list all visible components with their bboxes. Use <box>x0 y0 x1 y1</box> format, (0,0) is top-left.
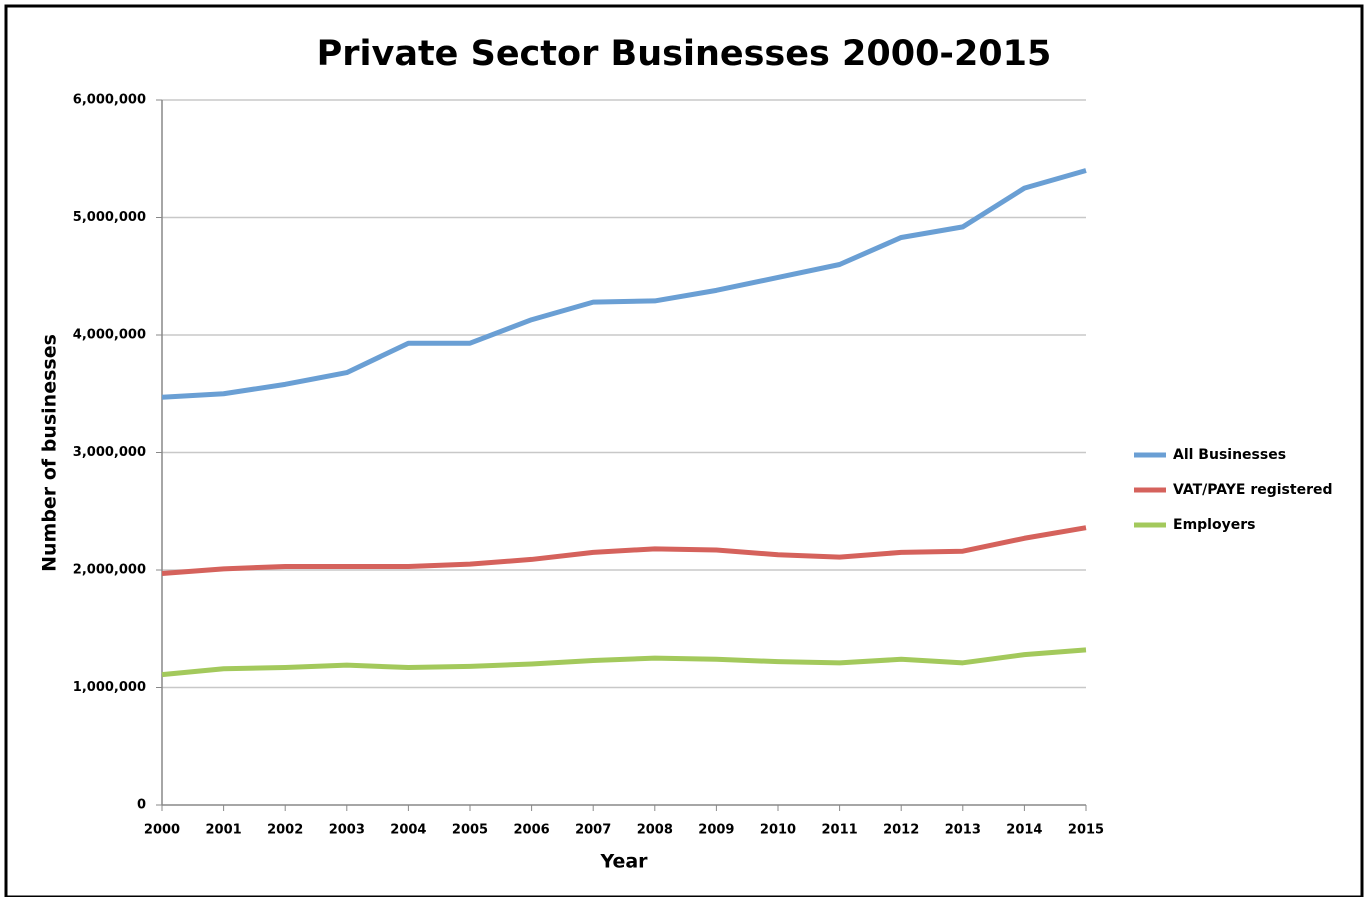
y-tick-label: 2,000,000 <box>73 563 146 578</box>
x-tick-label: 2015 <box>1068 823 1104 838</box>
legend-label: All Businesses <box>1173 447 1286 463</box>
x-tick-label: 2000 <box>144 823 180 838</box>
legend-label: Employers <box>1173 517 1255 533</box>
x-tick-label: 2010 <box>760 823 796 838</box>
x-tick-label: 2001 <box>206 823 242 838</box>
y-tick-label: 4,000,000 <box>73 328 146 343</box>
y-tick-label: 6,000,000 <box>73 93 146 108</box>
x-axis-title: Year <box>599 851 648 873</box>
x-tick-label: 2005 <box>452 823 488 838</box>
x-tick-label: 2006 <box>514 823 550 838</box>
y-tick-label: 1,000,000 <box>73 680 146 695</box>
x-tick-label: 2014 <box>1006 823 1042 838</box>
y-tick-label: 5,000,000 <box>73 210 146 225</box>
x-tick-label: 2012 <box>883 823 919 838</box>
y-axis-title: Number of businesses <box>39 334 61 572</box>
chart-title: Private Sector Businesses 2000-2015 <box>317 34 1052 74</box>
x-tick-label: 2013 <box>945 823 981 838</box>
x-tick-label: 2007 <box>575 823 611 838</box>
frame <box>4 4 1364 897</box>
x-tick-label: 2002 <box>267 823 303 838</box>
x-tick-label: 2003 <box>329 823 365 838</box>
legend-label: VAT/PAYE registered <box>1173 482 1333 498</box>
y-tick-label: 0 <box>137 798 146 813</box>
y-tick-label: 3,000,000 <box>73 445 146 460</box>
series-line <box>161 168 1087 400</box>
x-tick-label: 2004 <box>390 823 426 838</box>
series-line <box>161 525 1087 577</box>
x-tick-label: 2011 <box>822 823 858 838</box>
x-tick-label: 2008 <box>637 823 673 838</box>
x-tick-label: 2009 <box>698 823 734 838</box>
series-line <box>161 647 1087 678</box>
